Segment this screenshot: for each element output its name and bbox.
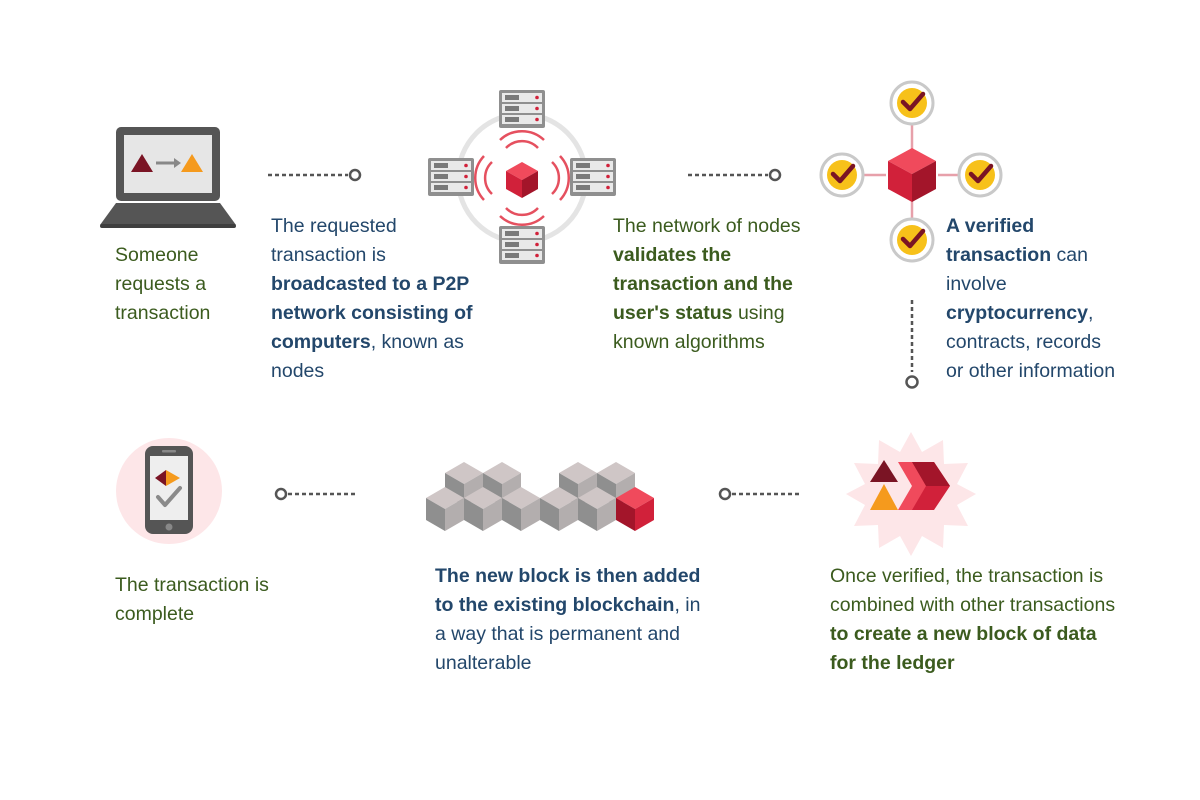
step7-text: The transaction is complete	[115, 571, 280, 629]
blockchain-cubes-icon	[426, 462, 654, 531]
step3-text: The network of nodes validates the trans…	[613, 212, 818, 357]
step4-segment: A verified transaction	[946, 215, 1052, 266]
step1-segment: Someone requests a transaction	[115, 244, 211, 324]
step2-segment: broadcasted to a P2P network consisting …	[271, 273, 473, 353]
step4-segment: , contracts, records or other informatio…	[946, 302, 1116, 382]
step3-segment: The network of nodes	[613, 215, 801, 237]
new-block-starburst-icon	[846, 432, 976, 556]
step6-segment: The new block is then added to the exist…	[435, 565, 701, 616]
connector-4-5	[905, 300, 919, 389]
connector-2-3	[688, 168, 782, 182]
step5-text: Once verified, the transaction is combin…	[830, 562, 1120, 678]
step5-segment: to create a new block of data for the le…	[830, 623, 1097, 674]
step3-segment: validates the transaction and the user's…	[613, 244, 793, 324]
step2-segment: The requested transaction is	[271, 215, 397, 266]
connector-6-7	[274, 487, 356, 501]
step4-segment: cryptocurrency	[946, 302, 1088, 324]
step2-segment: , known as nodes	[271, 331, 464, 382]
step1-text: Someone requests a transaction	[115, 241, 255, 328]
step7-segment: The transaction is complete	[115, 574, 269, 625]
step4-text: A verified transaction can involve crypt…	[946, 212, 1116, 386]
step4-segment: can involve	[946, 244, 1088, 295]
step2-text: The requested transaction is broadcasted…	[271, 212, 496, 386]
step5-segment: Once verified, the transaction is combin…	[830, 565, 1116, 616]
phone-complete-icon	[116, 438, 222, 544]
step6-text: The new block is then added to the exist…	[435, 562, 715, 678]
validation-network-icon	[819, 80, 1003, 263]
p2p-network-icon	[428, 90, 616, 264]
step6-segment: , in a way that is permanent and unalter…	[435, 594, 701, 674]
laptop-transfer-icon	[100, 127, 236, 228]
connector-5-6	[718, 487, 800, 501]
connector-1-2	[268, 168, 362, 182]
step3-segment: using known algorithms	[613, 302, 785, 353]
